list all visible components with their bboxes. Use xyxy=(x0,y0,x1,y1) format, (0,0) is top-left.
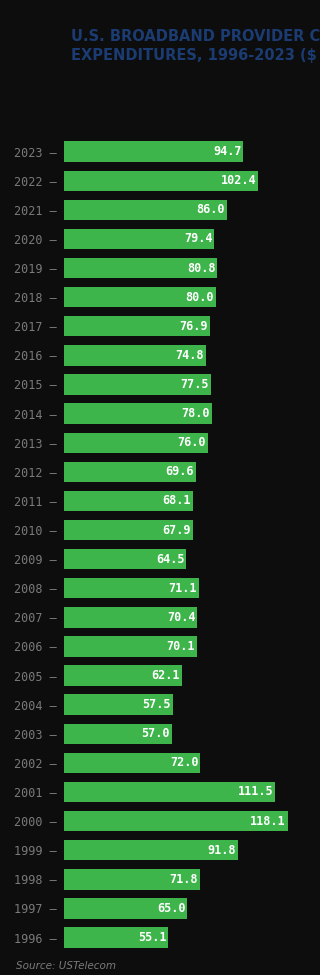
Text: 80.0: 80.0 xyxy=(185,291,214,303)
Text: 118.1: 118.1 xyxy=(250,814,286,828)
Bar xyxy=(64,257,217,278)
Bar xyxy=(64,898,187,918)
Text: 94.7: 94.7 xyxy=(213,145,242,158)
Text: 57.0: 57.0 xyxy=(142,727,170,740)
Text: 62.1: 62.1 xyxy=(151,669,180,682)
Text: 65.0: 65.0 xyxy=(157,902,185,915)
Text: 78.0: 78.0 xyxy=(181,408,210,420)
Text: Source: USTelecom: Source: USTelecom xyxy=(16,961,116,971)
Bar xyxy=(64,782,275,802)
Text: 91.8: 91.8 xyxy=(208,843,236,857)
Bar xyxy=(64,578,199,599)
Bar xyxy=(64,374,211,395)
Bar xyxy=(64,694,173,715)
Bar xyxy=(64,171,258,191)
Bar xyxy=(64,665,182,685)
Bar xyxy=(64,141,244,162)
Bar xyxy=(64,287,216,307)
Bar xyxy=(64,345,206,366)
Text: 70.1: 70.1 xyxy=(166,640,195,653)
Text: 68.1: 68.1 xyxy=(163,494,191,507)
Text: 67.9: 67.9 xyxy=(162,524,191,536)
Bar xyxy=(64,723,172,744)
Bar xyxy=(64,637,197,656)
Bar xyxy=(64,869,200,889)
Text: 69.6: 69.6 xyxy=(165,465,194,479)
Text: 79.4: 79.4 xyxy=(184,232,212,246)
Text: 76.9: 76.9 xyxy=(179,320,208,332)
Text: 76.0: 76.0 xyxy=(178,436,206,449)
Text: 72.0: 72.0 xyxy=(170,757,199,769)
Text: 74.8: 74.8 xyxy=(175,349,204,362)
Bar xyxy=(64,607,197,628)
Text: 71.1: 71.1 xyxy=(168,582,197,595)
Bar xyxy=(64,490,193,511)
Text: 57.5: 57.5 xyxy=(143,698,171,711)
Bar xyxy=(64,200,227,220)
Text: 102.4: 102.4 xyxy=(220,175,256,187)
Text: 71.8: 71.8 xyxy=(170,873,198,886)
Text: 70.4: 70.4 xyxy=(167,611,196,624)
Bar xyxy=(64,840,238,860)
Bar xyxy=(64,520,193,540)
Text: U.S. BROADBAND PROVIDER CAPITAL
EXPENDITURES, 1996-2023 ($ BILLIONS): U.S. BROADBAND PROVIDER CAPITAL EXPENDIT… xyxy=(71,28,320,63)
Bar xyxy=(64,927,168,948)
Bar xyxy=(64,316,210,336)
Bar xyxy=(64,229,214,250)
Text: 86.0: 86.0 xyxy=(196,204,225,216)
Text: 55.1: 55.1 xyxy=(138,931,166,944)
Text: 64.5: 64.5 xyxy=(156,553,184,566)
Bar xyxy=(64,461,196,482)
Bar xyxy=(64,549,186,569)
Text: 111.5: 111.5 xyxy=(238,786,273,799)
Text: 80.8: 80.8 xyxy=(187,261,215,275)
Bar xyxy=(64,404,212,424)
Bar xyxy=(64,811,288,832)
Text: 77.5: 77.5 xyxy=(180,378,209,391)
Bar xyxy=(64,433,208,452)
Bar xyxy=(64,753,200,773)
